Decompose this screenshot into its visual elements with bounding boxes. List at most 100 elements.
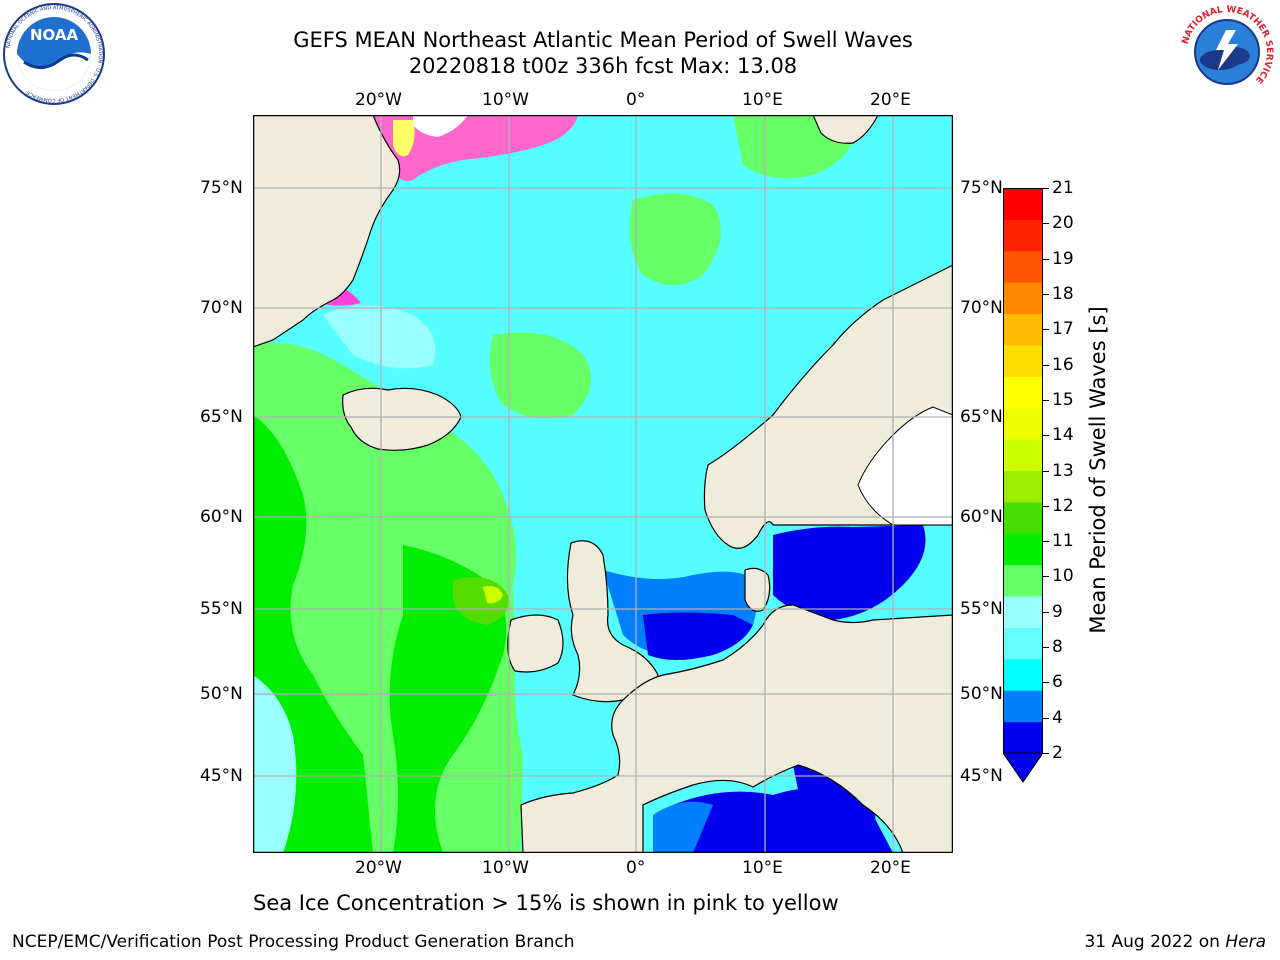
land-iceland	[342, 387, 462, 451]
colorbar-segment	[1003, 376, 1043, 409]
colorbar-tick-label: 19	[1052, 248, 1074, 269]
colorbar-tick-label: 9	[1052, 601, 1063, 622]
band-2-4-north-sea	[643, 612, 753, 660]
colorbar-segment	[1003, 219, 1043, 252]
lat-label-right-60n: 60°N	[960, 507, 1003, 527]
lon-label-top-20e: 20°E	[870, 90, 911, 110]
colorbar-tick-label: 18	[1052, 283, 1074, 304]
lon-label-top-20w: 20°W	[355, 90, 402, 110]
colorbar-tick-label: 20	[1052, 213, 1074, 234]
svg-text:NOAA: NOAA	[30, 26, 79, 44]
lat-label-right-55n: 55°N	[960, 599, 1003, 619]
sea-ice-yellow	[393, 120, 415, 157]
lat-label-left-45n: 45°N	[200, 766, 243, 786]
lat-label-left-75n: 75°N	[200, 178, 243, 198]
colorbar-tick-mark	[1043, 364, 1049, 366]
colorbar-segment	[1003, 658, 1043, 691]
land-denmark	[744, 567, 771, 612]
colorbar-segment	[1003, 721, 1043, 754]
colorbar-segment	[1003, 501, 1043, 534]
colorbar-tick-mark	[1043, 682, 1049, 684]
colorbar-segment	[1003, 439, 1043, 471]
lat-label-right-65n: 65°N	[960, 407, 1003, 427]
colorbar-tick-mark	[1043, 576, 1049, 578]
map-subtitle: 20220818 t00z 336h fcst Max: 13.08	[408, 54, 798, 78]
colorbar-segment	[1003, 564, 1043, 597]
lon-label-top-10w: 10°W	[482, 90, 529, 110]
colorbar-tick-label: 16	[1052, 354, 1074, 375]
colorbar-tick-mark	[1043, 223, 1049, 225]
colorbar-tick-mark	[1043, 435, 1049, 437]
nws-logo: NATIONAL WEATHER SERVICE	[1176, 4, 1278, 100]
colorbar-tick-label: 21	[1052, 178, 1074, 198]
colorbar-segment	[1003, 282, 1043, 315]
lat-label-right-70n: 70°N	[960, 298, 1003, 318]
colorbar-tick-label: 8	[1052, 637, 1063, 658]
colorbar-tick-mark	[1043, 399, 1049, 401]
colorbar-tick-mark	[1043, 470, 1049, 472]
colorbar-segment	[1003, 344, 1043, 377]
band-4-6-med	[653, 801, 713, 853]
colorbar-tick-mark	[1043, 611, 1049, 613]
lon-label-bottom-0: 0°	[626, 858, 646, 878]
land-europe	[520, 604, 953, 853]
colorbar-tick-label: 2	[1052, 743, 1063, 763]
band-2-4-baltic	[773, 525, 926, 620]
lat-label-right-75n: 75°N	[960, 178, 1003, 198]
band-8-9-sw	[253, 675, 297, 853]
colorbar-tick-label: 12	[1052, 495, 1074, 516]
colorbar-segment	[1003, 470, 1043, 503]
colorbar-segment	[1003, 188, 1043, 220]
lat-label-left-60n: 60°N	[200, 507, 243, 527]
colorbar-tick-label: 17	[1052, 319, 1074, 340]
colorbar-tick-label: 10	[1052, 566, 1074, 587]
colorbar-tick-mark	[1043, 293, 1049, 295]
colorbar-tick-label: 4	[1052, 707, 1063, 728]
lat-label-right-45n: 45°N	[960, 766, 1003, 786]
graticule	[253, 115, 953, 853]
colorbar-segment	[1003, 627, 1043, 660]
footer-credit: NCEP/EMC/Verification Post Processing Pr…	[12, 932, 575, 952]
colorbar-tick-mark	[1043, 258, 1049, 260]
colorbar-tick-mark	[1043, 541, 1049, 543]
colorbar-tick-label: 11	[1052, 531, 1074, 552]
colorbar-border	[1003, 188, 1043, 754]
colorbar-tick-mark	[1043, 329, 1049, 331]
footer-date: 31 Aug 2022 on Hera	[1084, 932, 1266, 952]
lon-label-bottom-10w: 10°W	[482, 858, 529, 878]
band-9-10-north	[629, 193, 721, 285]
colorbar-tick-label: 15	[1052, 389, 1074, 410]
colorbar-tick-mark	[1043, 505, 1049, 507]
colorbar-tick-mark	[1043, 647, 1049, 649]
lon-label-bottom-20w: 20°W	[355, 858, 402, 878]
colorbar-tick-mark	[1043, 717, 1049, 719]
lat-label-left-65n: 65°N	[200, 407, 243, 427]
land-sweden-finland-inner	[857, 406, 953, 526]
colorbar-tick-mark	[1043, 753, 1049, 754]
band-8-9-nw	[323, 305, 436, 369]
lon-label-top-0: 0°	[626, 90, 646, 110]
colorbar-tick-mark	[1043, 188, 1049, 189]
land-greenland	[253, 115, 401, 348]
lat-label-left-70n: 70°N	[200, 298, 243, 318]
sea-ice-note: Sea Ice Concentration > 15% is shown in …	[253, 891, 839, 915]
colorbar-extend-arrow	[1002, 752, 1044, 783]
land-ireland	[507, 614, 564, 673]
lat-label-right-50n: 50°N	[960, 684, 1003, 704]
colorbar-segment	[1003, 533, 1043, 566]
colorbar	[1002, 188, 1044, 783]
band-12-13-spot	[483, 586, 503, 604]
colorbar-segment	[1003, 596, 1043, 628]
map-title: GEFS MEAN Northeast Atlantic Mean Period…	[293, 28, 913, 52]
land-svalbard	[812, 115, 879, 144]
band-9-10-mid	[489, 332, 591, 419]
colorbar-segment	[1003, 250, 1043, 283]
colorbar-tick-label: 6	[1052, 672, 1063, 693]
colorbar-segment	[1003, 313, 1043, 346]
lat-label-left-55n: 55°N	[200, 599, 243, 619]
noaa-logo: NOAA NATIONAL OCEANIC AND ATMOSPHERIC AD…	[2, 2, 106, 106]
map-border	[253, 115, 953, 853]
sea-ice-white	[413, 115, 468, 137]
footer-machine: Hera	[1225, 932, 1266, 952]
lon-label-top-10e: 10°E	[742, 90, 783, 110]
